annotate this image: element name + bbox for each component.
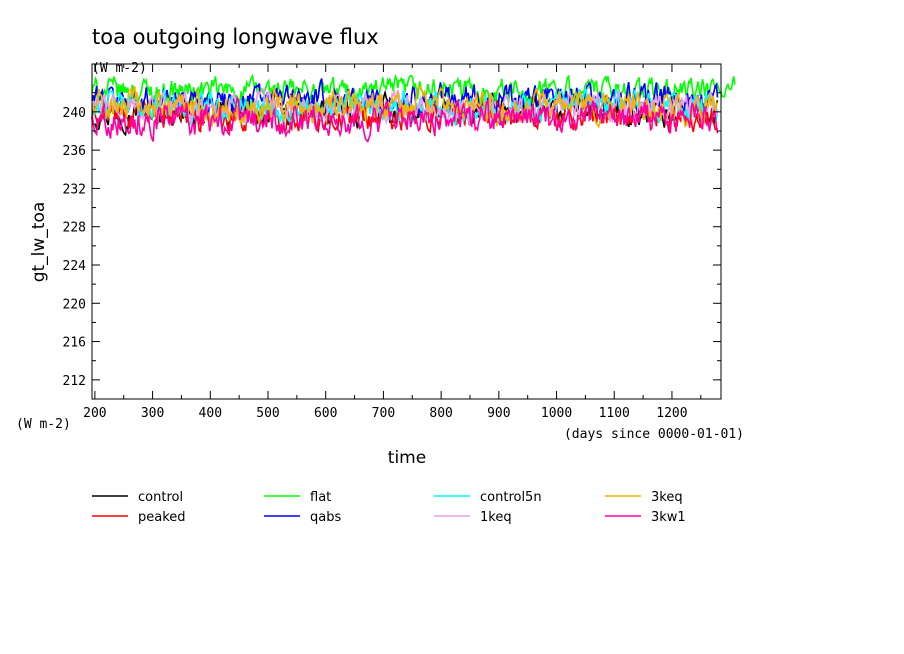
legend-item-3kw1: 3kw1	[605, 510, 686, 525]
x-tick-label: 400	[199, 406, 222, 421]
x-tick-label: 1200	[656, 406, 687, 421]
legend-item-control5n: control5n	[434, 490, 542, 505]
legend-item-qabs: qabs	[264, 510, 341, 525]
title-units: (W m-2)	[92, 61, 147, 76]
legend-label: 1keq	[480, 510, 512, 525]
legend-label: control5n	[480, 490, 542, 505]
y-tick-label: 212	[63, 374, 86, 389]
y-axis-units: (W m-2)	[16, 417, 71, 432]
x-tick-label: 900	[487, 406, 510, 421]
y-tick-label: 236	[63, 144, 86, 159]
y-tick-label: 240	[63, 106, 86, 121]
x-axis-units: (days since 0000-01-01)	[564, 427, 744, 442]
series-layer	[91, 73, 736, 143]
legend-label: control	[138, 490, 183, 505]
legend-label: peaked	[138, 510, 186, 525]
y-axis-label: gt_lw_toa	[29, 202, 49, 283]
legend-item-control: control	[92, 490, 183, 505]
legend-label: 3keq	[651, 490, 683, 505]
legend-item-flat: flat	[264, 490, 331, 505]
x-axis-label: time	[388, 448, 426, 468]
x-tick-label: 500	[256, 406, 279, 421]
series-line-3kw1	[91, 95, 719, 143]
x-tick-label: 1000	[541, 406, 572, 421]
legend-label: flat	[310, 490, 331, 505]
y-tick-label: 216	[63, 336, 86, 351]
x-tick-label: 800	[429, 406, 452, 421]
y-tick-label: 228	[63, 221, 86, 236]
y-tick-label: 224	[63, 259, 87, 274]
legend-item-1keq: 1keq	[434, 510, 512, 525]
plot-frame	[91, 63, 722, 400]
legend-label: qabs	[310, 510, 341, 525]
legend-item-peaked: peaked	[92, 510, 186, 525]
ticks-layer: 200 300 400 500 600 700 800 900 1000 1100 1200 212 2…	[63, 64, 721, 421]
legend: control peaked flat qabs control5n 1keq 3keq 3k…	[92, 490, 686, 525]
x-tick-label: 200	[83, 406, 106, 421]
legend-item-3keq: 3keq	[605, 490, 683, 505]
x-tick-label: 300	[141, 406, 164, 421]
legend-label: 3kw1	[651, 510, 686, 525]
x-tick-label: 700	[372, 406, 395, 421]
chart-title: toa outgoing longwave flux	[92, 25, 379, 49]
x-tick-label: 600	[314, 406, 337, 421]
x-tick-label: 1100	[599, 406, 630, 421]
y-tick-label: 220	[63, 297, 86, 312]
y-tick-label: 232	[63, 182, 86, 197]
